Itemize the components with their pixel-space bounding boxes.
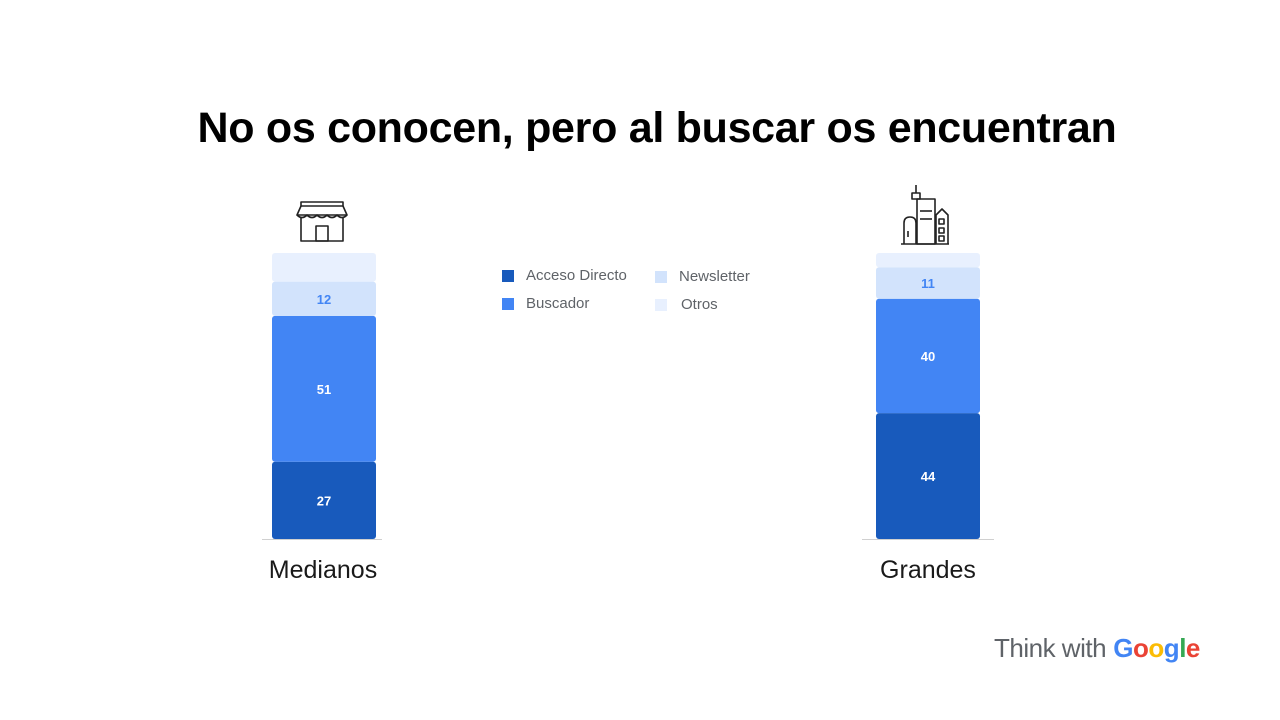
data-label-grandes-2: 11 — [921, 276, 935, 291]
legend-item-otros: Otros — [655, 296, 718, 313]
legend-swatch-acceso-directo — [502, 269, 514, 282]
google-letter: e — [1185, 633, 1200, 663]
bar-segment-medianos-1 — [272, 315, 376, 462]
bar-segment-grandes-0 — [876, 413, 980, 539]
google-letter: o — [1133, 633, 1149, 663]
brand-prefix: Think with — [994, 633, 1107, 663]
data-label-grandes-0: 44 — [921, 469, 936, 484]
page-title: No os conocen, pero al buscar os encuent… — [197, 104, 1117, 152]
city-buildings-icon — [901, 185, 949, 245]
legend-item-buscador: Buscador — [502, 295, 589, 312]
google-letter: G — [1113, 633, 1134, 663]
legend-label-acceso-directo: Acceso Directo — [526, 267, 627, 284]
legend-swatch-otros — [655, 298, 667, 311]
bar-segment-grandes-3 — [876, 253, 980, 268]
legend-label-otros: Otros — [681, 296, 718, 313]
bar-segment-medianos-0 — [272, 461, 376, 539]
data-label-medianos-0: 27 — [317, 493, 331, 508]
legend-label-newsletter: Newsletter — [679, 268, 750, 285]
bar-segment-medianos-3 — [272, 253, 376, 282]
category-label-grandes: Grandes — [880, 556, 976, 584]
google-letter: g — [1163, 633, 1180, 663]
category-label-medianos: Medianos — [268, 556, 378, 584]
legend-label-buscador: Buscador — [526, 295, 590, 312]
legend-swatch-newsletter — [655, 270, 667, 283]
google-letter: o — [1148, 633, 1164, 663]
data-label-medianos-1: 51 — [317, 382, 331, 397]
google-wordmark: Google — [1113, 633, 1200, 663]
data-label-grandes-1: 40 — [921, 349, 935, 364]
legend-swatch-buscador — [502, 297, 514, 310]
think-with-google-logo: Think with Google — [994, 633, 1200, 664]
data-label-medianos-2: 12 — [317, 292, 331, 307]
bar-segment-grandes-1 — [876, 298, 980, 414]
bar-segment-grandes-2 — [876, 267, 980, 299]
legend-item-acceso-directo: Acceso Directo — [502, 267, 627, 284]
google-letter: l — [1179, 633, 1186, 663]
legend-item-newsletter: Newsletter — [655, 268, 750, 285]
bar-segment-medianos-2 — [272, 281, 376, 316]
storefront-icon — [296, 201, 348, 242]
